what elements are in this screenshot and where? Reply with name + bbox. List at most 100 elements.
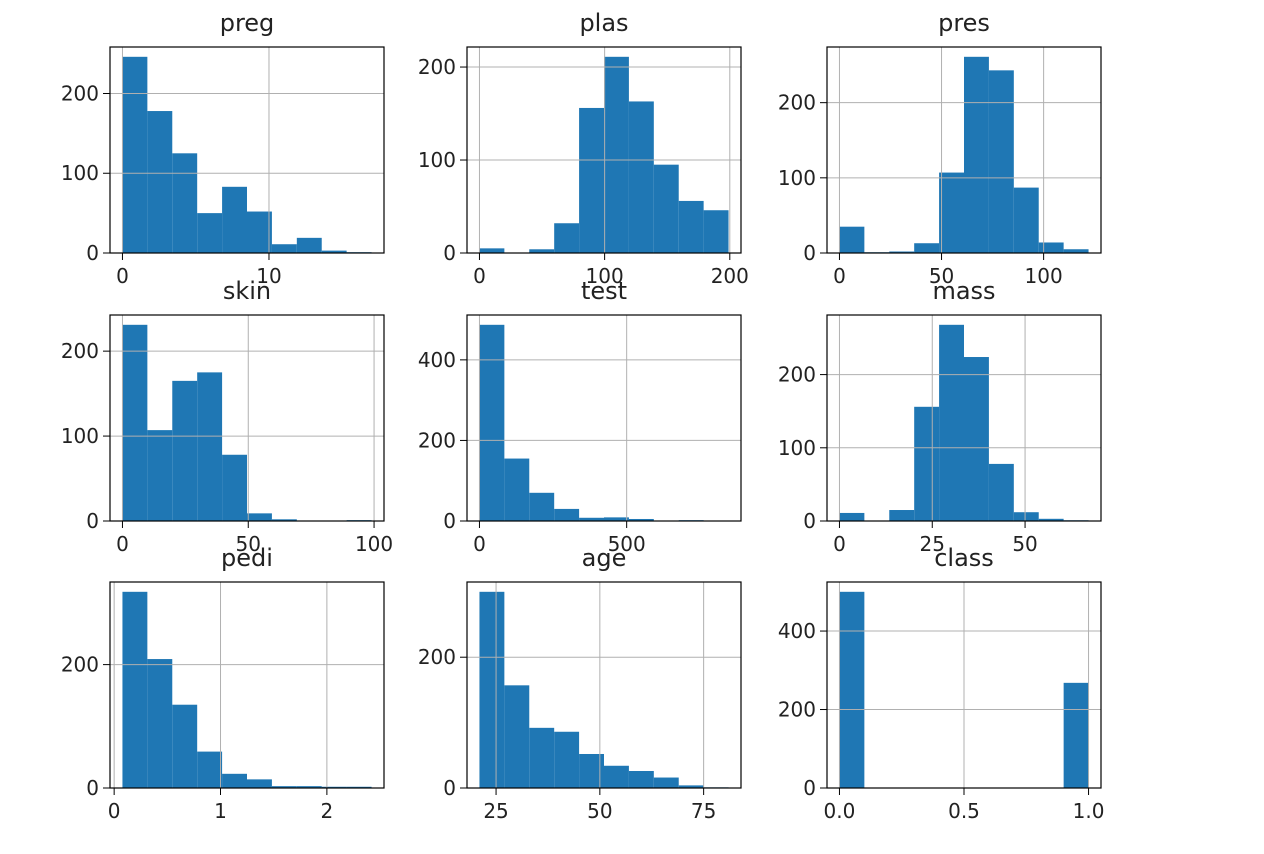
bar (122, 56, 148, 253)
bar (1013, 512, 1039, 521)
axes-frame (466, 581, 742, 789)
bar (554, 223, 580, 253)
subplot-title: pedi (221, 544, 273, 572)
x-tick-label: 0 (473, 264, 486, 288)
subplot-title: pres (938, 9, 990, 37)
x-tick-label: 50 (1012, 532, 1037, 556)
bar (271, 786, 297, 788)
y-tick-label: 200 (61, 653, 99, 677)
y-tick-label: 200 (61, 81, 99, 105)
x-tick-label: 0 (833, 264, 846, 288)
y-tick-label: 100 (61, 424, 99, 448)
bar (1038, 242, 1064, 253)
axes-frame (826, 581, 1102, 789)
bar (579, 107, 604, 253)
x-tick-label: 0 (116, 264, 129, 288)
bar (1038, 518, 1064, 521)
bar (529, 492, 555, 521)
y-tick-label: 100 (418, 148, 456, 172)
y-tick-label: 400 (418, 348, 456, 372)
subplot-title: skin (223, 277, 271, 305)
bar (271, 244, 297, 253)
axes-frame (826, 46, 1102, 254)
subplot-title: mass (932, 277, 995, 305)
y-tick-label: 200 (61, 339, 99, 363)
bar (321, 786, 347, 788)
bar (222, 186, 247, 253)
bar (604, 765, 629, 788)
x-tick-label: 100 (586, 264, 624, 288)
bar (988, 463, 1014, 521)
x-tick-label: 10 (256, 264, 281, 288)
x-tick-label: 0 (833, 532, 846, 556)
bar (271, 519, 297, 521)
bar (529, 727, 555, 788)
bar (678, 785, 704, 788)
bar (346, 786, 372, 788)
y-tick-label: 0 (803, 776, 816, 800)
x-tick-label: 75 (691, 799, 716, 823)
x-tick-label: 50 (587, 799, 612, 823)
bar (479, 248, 505, 253)
axes-frame (826, 314, 1102, 522)
y-tick-label: 0 (86, 509, 99, 533)
x-tick-label: 25 (920, 532, 945, 556)
x-tick-label: 2 (321, 799, 334, 823)
bar (964, 56, 989, 253)
y-tick-label: 0 (803, 241, 816, 265)
x-tick-label: 50 (929, 264, 954, 288)
axes-frame (109, 314, 385, 522)
bar (197, 213, 223, 253)
bar (964, 357, 989, 521)
x-tick-label: 25 (483, 799, 508, 823)
bar (172, 153, 198, 253)
bar (1063, 682, 1089, 788)
bar (653, 164, 679, 253)
y-tick-label: 0 (86, 776, 99, 800)
y-tick-label: 0 (443, 241, 456, 265)
x-tick-label: 1 (214, 799, 227, 823)
bar (122, 591, 148, 788)
x-tick-label: 0 (473, 532, 486, 556)
bar (321, 250, 347, 253)
bar (147, 111, 173, 253)
y-tick-label: 200 (418, 428, 456, 452)
y-tick-label: 100 (778, 166, 816, 190)
bar (222, 773, 247, 788)
bar (247, 513, 272, 521)
y-tick-label: 200 (778, 363, 816, 387)
bar (839, 512, 865, 521)
x-tick-label: 500 (608, 532, 646, 556)
bar (529, 249, 555, 253)
bar (604, 517, 629, 521)
bar (247, 211, 272, 253)
y-tick-label: 0 (443, 776, 456, 800)
bar (504, 458, 530, 521)
y-tick-label: 200 (418, 645, 456, 669)
bar (604, 56, 629, 253)
bar (889, 251, 915, 253)
axes-frame (466, 314, 742, 522)
bar (1013, 187, 1039, 253)
bar (197, 372, 223, 521)
bar (479, 324, 505, 521)
bar (554, 731, 580, 788)
y-tick-label: 200 (418, 55, 456, 79)
axes-frame (466, 46, 742, 254)
x-tick-label: 50 (236, 532, 261, 556)
bar (839, 226, 865, 253)
bar (703, 210, 729, 253)
bar (628, 770, 654, 788)
subplot-title: plas (579, 9, 628, 37)
y-tick-label: 0 (86, 241, 99, 265)
bar (628, 518, 654, 521)
axes-frame (109, 581, 385, 789)
y-tick-label: 200 (778, 91, 816, 115)
bar (479, 591, 505, 788)
bar (889, 510, 915, 521)
bar (554, 508, 580, 521)
bar (147, 430, 173, 521)
bar (939, 324, 964, 521)
x-tick-label: 200 (711, 264, 749, 288)
